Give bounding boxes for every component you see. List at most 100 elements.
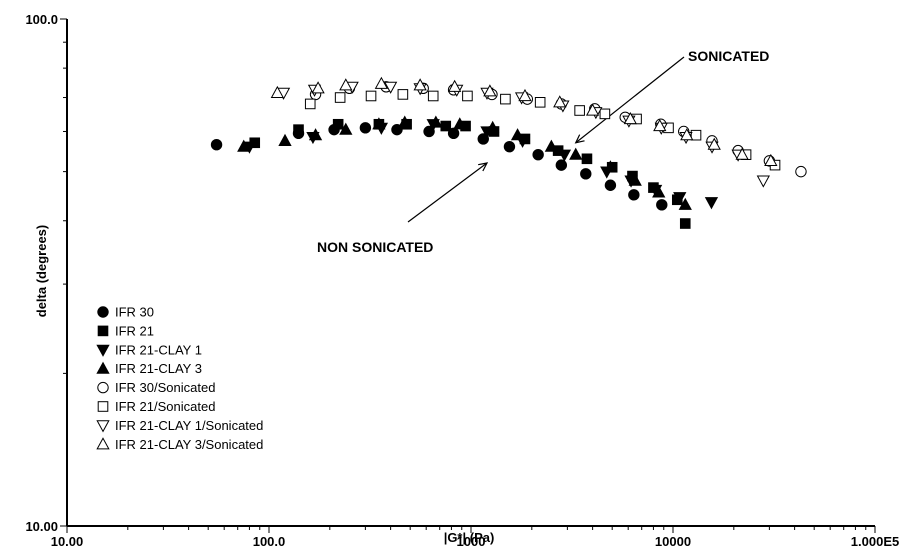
- legend: IFR 30 IFR 21 IFR 21-CLAY 1 IFR 21-CLAY 3 IF…: [96, 305, 263, 452]
- x-tick-label: 1000: [457, 534, 486, 549]
- data-point: [293, 124, 304, 135]
- x-tick-label: 10000: [655, 534, 691, 549]
- annotation-label-non-sonicated: NON SONICATED: [317, 239, 433, 255]
- y-tick-label: 100.0: [25, 12, 58, 27]
- legend-item: IFR 30: [97, 305, 154, 320]
- legend-item: IFR 21-CLAY 1/Sonicated: [96, 418, 263, 433]
- series-0: [210, 122, 668, 211]
- data-point: [690, 129, 702, 141]
- x-tick-label: 10.00: [51, 534, 84, 549]
- data-point: [462, 90, 473, 102]
- series-7: [270, 76, 778, 166]
- data-point: [656, 199, 668, 211]
- data-point: [652, 185, 666, 198]
- data-point: [673, 192, 687, 205]
- data-point: [653, 118, 667, 132]
- legend-marker: [97, 325, 109, 337]
- data-point: [628, 189, 640, 201]
- data-point: [304, 98, 316, 110]
- data-point: [581, 153, 593, 165]
- annotation-arrowhead-sonicated: [574, 134, 585, 144]
- data-point: [359, 122, 372, 134]
- legend-item: IFR 21-CLAY 1: [96, 342, 202, 357]
- y-axis-title: delta (degrees): [34, 225, 49, 317]
- data-point: [553, 95, 567, 108]
- data-point: [764, 153, 778, 166]
- legend-item: IFR 21-CLAY 3/Sonicated: [96, 437, 263, 452]
- data-point: [270, 85, 285, 98]
- data-point: [503, 140, 516, 153]
- data-point: [429, 115, 443, 128]
- data-point: [332, 118, 344, 130]
- data-point: [623, 111, 637, 125]
- data-point: [311, 81, 325, 94]
- data-point: [557, 149, 572, 162]
- data-point: [278, 133, 292, 146]
- data-point: [604, 179, 617, 191]
- data-point: [339, 122, 353, 135]
- legend-label: IFR 21-CLAY 1: [115, 342, 202, 357]
- data-point: [544, 139, 559, 152]
- legend-label: IFR 21-CLAY 3/Sonicated: [115, 437, 263, 452]
- data-point: [580, 168, 592, 180]
- data-point: [534, 97, 546, 108]
- data-point: [574, 105, 585, 116]
- legend-marker: [97, 401, 109, 412]
- legend-label: IFR 30: [115, 305, 154, 320]
- data-point: [585, 103, 600, 116]
- legend-label: IFR 21: [115, 323, 154, 338]
- legend-label: IFR 30/Sonicated: [115, 380, 215, 395]
- x-tick-label: 1.000E5: [851, 534, 899, 549]
- data-point: [756, 175, 770, 188]
- legend-marker: [97, 381, 109, 394]
- legend-item: IFR 30/Sonicated: [97, 380, 215, 395]
- legend-item: IFR 21-CLAY 3: [96, 361, 202, 376]
- annotation-arrowhead-non-sonicated: [478, 162, 489, 172]
- data-point: [339, 78, 353, 91]
- data-point: [398, 115, 412, 128]
- legend-marker: [96, 420, 110, 433]
- data-point: [210, 139, 223, 151]
- data-point: [397, 89, 409, 100]
- data-point: [599, 108, 611, 120]
- legend-label: IFR 21-CLAY 1/Sonicated: [115, 418, 263, 433]
- data-point: [237, 139, 251, 152]
- data-point: [483, 84, 497, 97]
- data-point: [628, 173, 642, 186]
- annotation-label-sonicated: SONICATED: [688, 48, 769, 64]
- legend-marker: [96, 344, 110, 357]
- data-point: [486, 120, 500, 133]
- data-point: [383, 81, 398, 94]
- legend-label: IFR 21/Sonicated: [115, 399, 215, 414]
- axis-ticks: [60, 18, 876, 533]
- data-point: [795, 165, 807, 178]
- data-point: [518, 88, 532, 102]
- data-point: [678, 197, 692, 210]
- legend-marker: [97, 306, 109, 318]
- x-axis-title: |G*| (Pa): [444, 530, 495, 545]
- y-tick-label: 10.00: [25, 519, 58, 534]
- data-point: [440, 120, 452, 132]
- data-point: [453, 117, 467, 130]
- legend-marker: [96, 437, 110, 450]
- annotation-arrow-sonicated: [575, 56, 685, 144]
- data-point: [735, 147, 749, 160]
- data-point: [413, 78, 427, 91]
- series-3: [237, 115, 692, 210]
- data-point: [510, 128, 525, 141]
- data-point: [532, 148, 544, 161]
- axis-tick-labels: 10.00 100.0 1000 10000 1.000E5 10.00 100.0: [25, 12, 899, 549]
- data-point: [680, 128, 694, 141]
- data-point: [569, 147, 583, 160]
- data-point: [448, 79, 462, 92]
- data-point: [372, 117, 386, 130]
- legend-label: IFR 21-CLAY 3: [115, 361, 202, 376]
- data-point: [679, 218, 691, 229]
- data-point: [423, 125, 435, 138]
- data-point: [427, 90, 439, 102]
- data-point: [603, 160, 618, 173]
- data-point: [365, 90, 377, 102]
- data-point: [704, 197, 719, 210]
- x-tick-label: 100.0: [253, 534, 286, 549]
